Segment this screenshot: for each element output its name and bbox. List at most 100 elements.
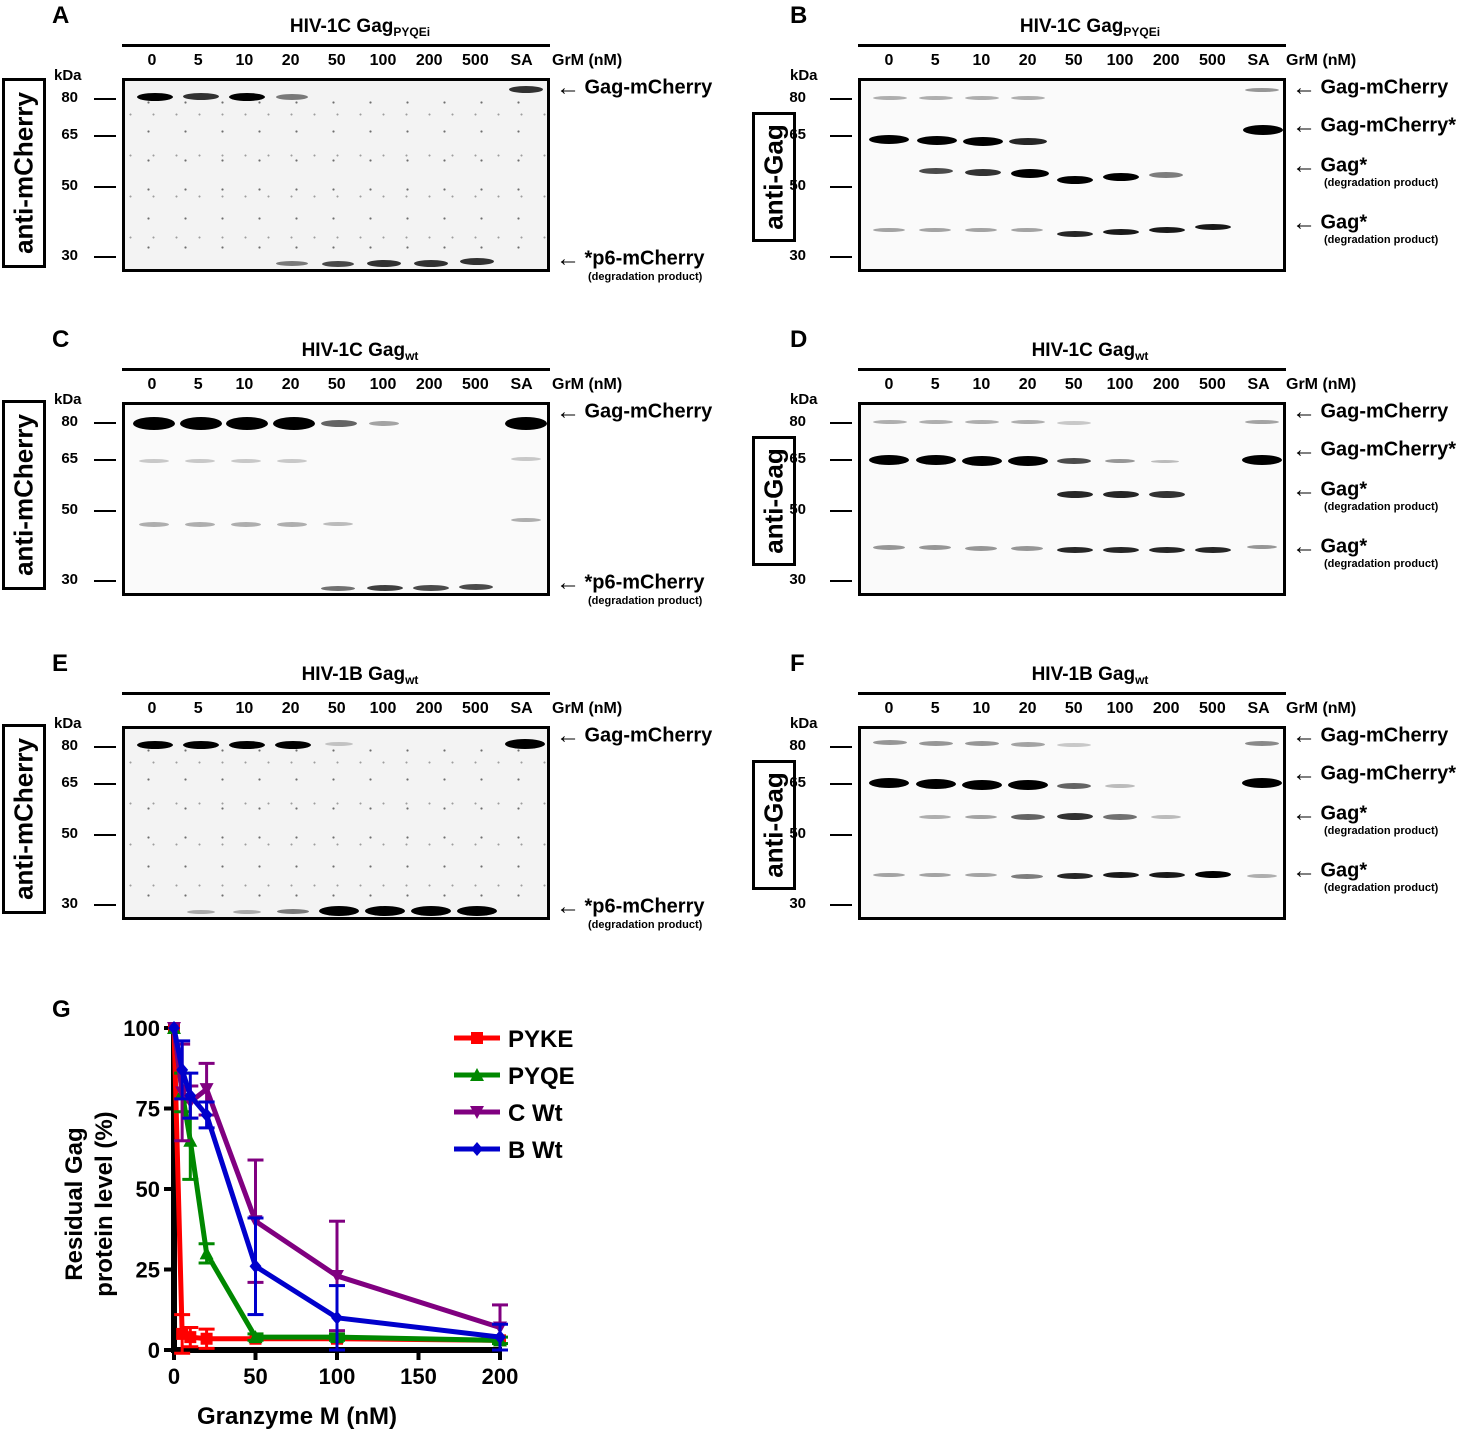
panel-d-label-gag-star-1: ← Gag* (degradation product) <box>1292 476 1439 513</box>
band <box>1245 741 1279 746</box>
panel-a-blot <box>122 78 550 272</box>
band <box>1149 491 1185 498</box>
band <box>1057 743 1091 747</box>
band <box>965 420 999 424</box>
y-tick-label: 50 <box>136 1177 160 1202</box>
band <box>965 96 999 100</box>
panel-e-title-line <box>122 692 550 695</box>
band <box>276 94 308 100</box>
panel-e-kda: kDa <box>54 715 82 732</box>
band <box>919 228 951 232</box>
panel-d-blot <box>858 402 1286 596</box>
y-tick-label: 100 <box>123 1016 160 1041</box>
data-point <box>494 1330 506 1345</box>
band <box>1195 871 1231 878</box>
mw-marker-tick <box>830 783 852 785</box>
band <box>965 741 999 746</box>
legend-label: PYQE <box>508 1063 575 1090</box>
band <box>133 417 175 430</box>
mw-marker-label: 80 <box>789 737 806 754</box>
lane-label: 0 <box>884 700 894 717</box>
band <box>185 459 215 463</box>
mw-marker-label: 65 <box>61 126 78 143</box>
mw-marker-label: 30 <box>61 571 78 588</box>
band <box>1011 228 1043 232</box>
band <box>1103 547 1139 553</box>
band <box>367 260 401 267</box>
mw-marker-label: 30 <box>789 247 806 264</box>
mw-marker-label: 30 <box>789 571 806 588</box>
lane-label: 100 <box>369 52 397 69</box>
lane-label: 50 <box>1064 376 1083 393</box>
band <box>962 456 1002 466</box>
mw-marker-tick <box>830 422 852 424</box>
band <box>1011 169 1049 178</box>
panel-b-label-gag-star-1: ← Gag* (degradation product) <box>1292 152 1439 189</box>
lane-label: 500 <box>462 700 489 717</box>
band <box>137 93 173 101</box>
mw-marker-label: 65 <box>789 774 806 791</box>
band <box>367 585 403 591</box>
lane-label: 100 <box>1106 376 1134 393</box>
band <box>869 135 909 144</box>
mw-marker-tick <box>94 135 116 137</box>
band <box>1103 491 1139 498</box>
panel-b-title-line <box>858 44 1286 47</box>
lane-label: 100 <box>1106 52 1134 69</box>
panel-e-letter: E <box>52 650 69 677</box>
panel-e-label-p6: ← *p6-mCherry (degradation product) <box>556 893 705 931</box>
mw-marker-label: 80 <box>789 89 806 106</box>
band <box>1057 458 1091 464</box>
lane-label: 10 <box>235 700 254 717</box>
band <box>869 455 909 465</box>
band <box>1245 420 1279 424</box>
mw-marker-label: 30 <box>61 247 78 264</box>
lane-label: 100 <box>369 700 397 717</box>
band <box>505 739 545 749</box>
panel-f-label-gag-star-2: ← Gag* (degradation product) <box>1292 857 1439 894</box>
lane-label: 500 <box>1199 376 1226 393</box>
mw-marker-label: 80 <box>61 737 78 754</box>
band <box>919 420 953 424</box>
band <box>1247 545 1277 549</box>
lane-label: 10 <box>235 52 254 69</box>
x-tick-label: 150 <box>400 1364 437 1389</box>
band <box>273 417 315 430</box>
band <box>511 457 541 461</box>
mw-marker-tick <box>830 98 852 100</box>
band <box>962 780 1002 790</box>
y-axis-label: protein level (%) <box>91 1111 118 1296</box>
band <box>1057 873 1093 879</box>
band <box>365 906 405 916</box>
mw-marker-label: 50 <box>61 825 78 842</box>
band <box>1057 491 1093 498</box>
panel-e-antibody: anti-mCherry <box>2 724 46 914</box>
band <box>873 96 907 100</box>
y-tick-label: 75 <box>136 1097 160 1122</box>
band <box>919 873 951 877</box>
x-tick-label: 0 <box>168 1364 180 1389</box>
lane-label: 5 <box>930 376 940 393</box>
band <box>1105 459 1135 463</box>
band <box>137 741 173 749</box>
data-point <box>183 1133 198 1147</box>
band <box>321 420 357 427</box>
data-point <box>331 1310 343 1325</box>
lane-label: 10 <box>972 52 991 69</box>
lane-label: 5 <box>193 52 203 69</box>
panel-c-label-gag-mcherry: ← Gag-mCherry <box>556 398 713 425</box>
band <box>963 137 1003 146</box>
panel-b-letter: B <box>790 2 808 29</box>
mw-marker-tick <box>94 580 116 582</box>
lane-label: SA <box>510 52 533 69</box>
band <box>1011 742 1045 747</box>
band <box>505 417 547 430</box>
panel-d-antibody: anti-Gag <box>752 436 796 566</box>
panel-d-label-gag-mcherry: ← Gag-mCherry <box>1292 398 1449 425</box>
mw-marker-label: 65 <box>61 450 78 467</box>
panel-d-label-gag-star-2: ← Gag* (degradation product) <box>1292 533 1439 570</box>
band <box>1195 224 1231 230</box>
panel-c-letter: C <box>52 326 70 353</box>
band <box>965 815 997 819</box>
band <box>183 741 219 749</box>
